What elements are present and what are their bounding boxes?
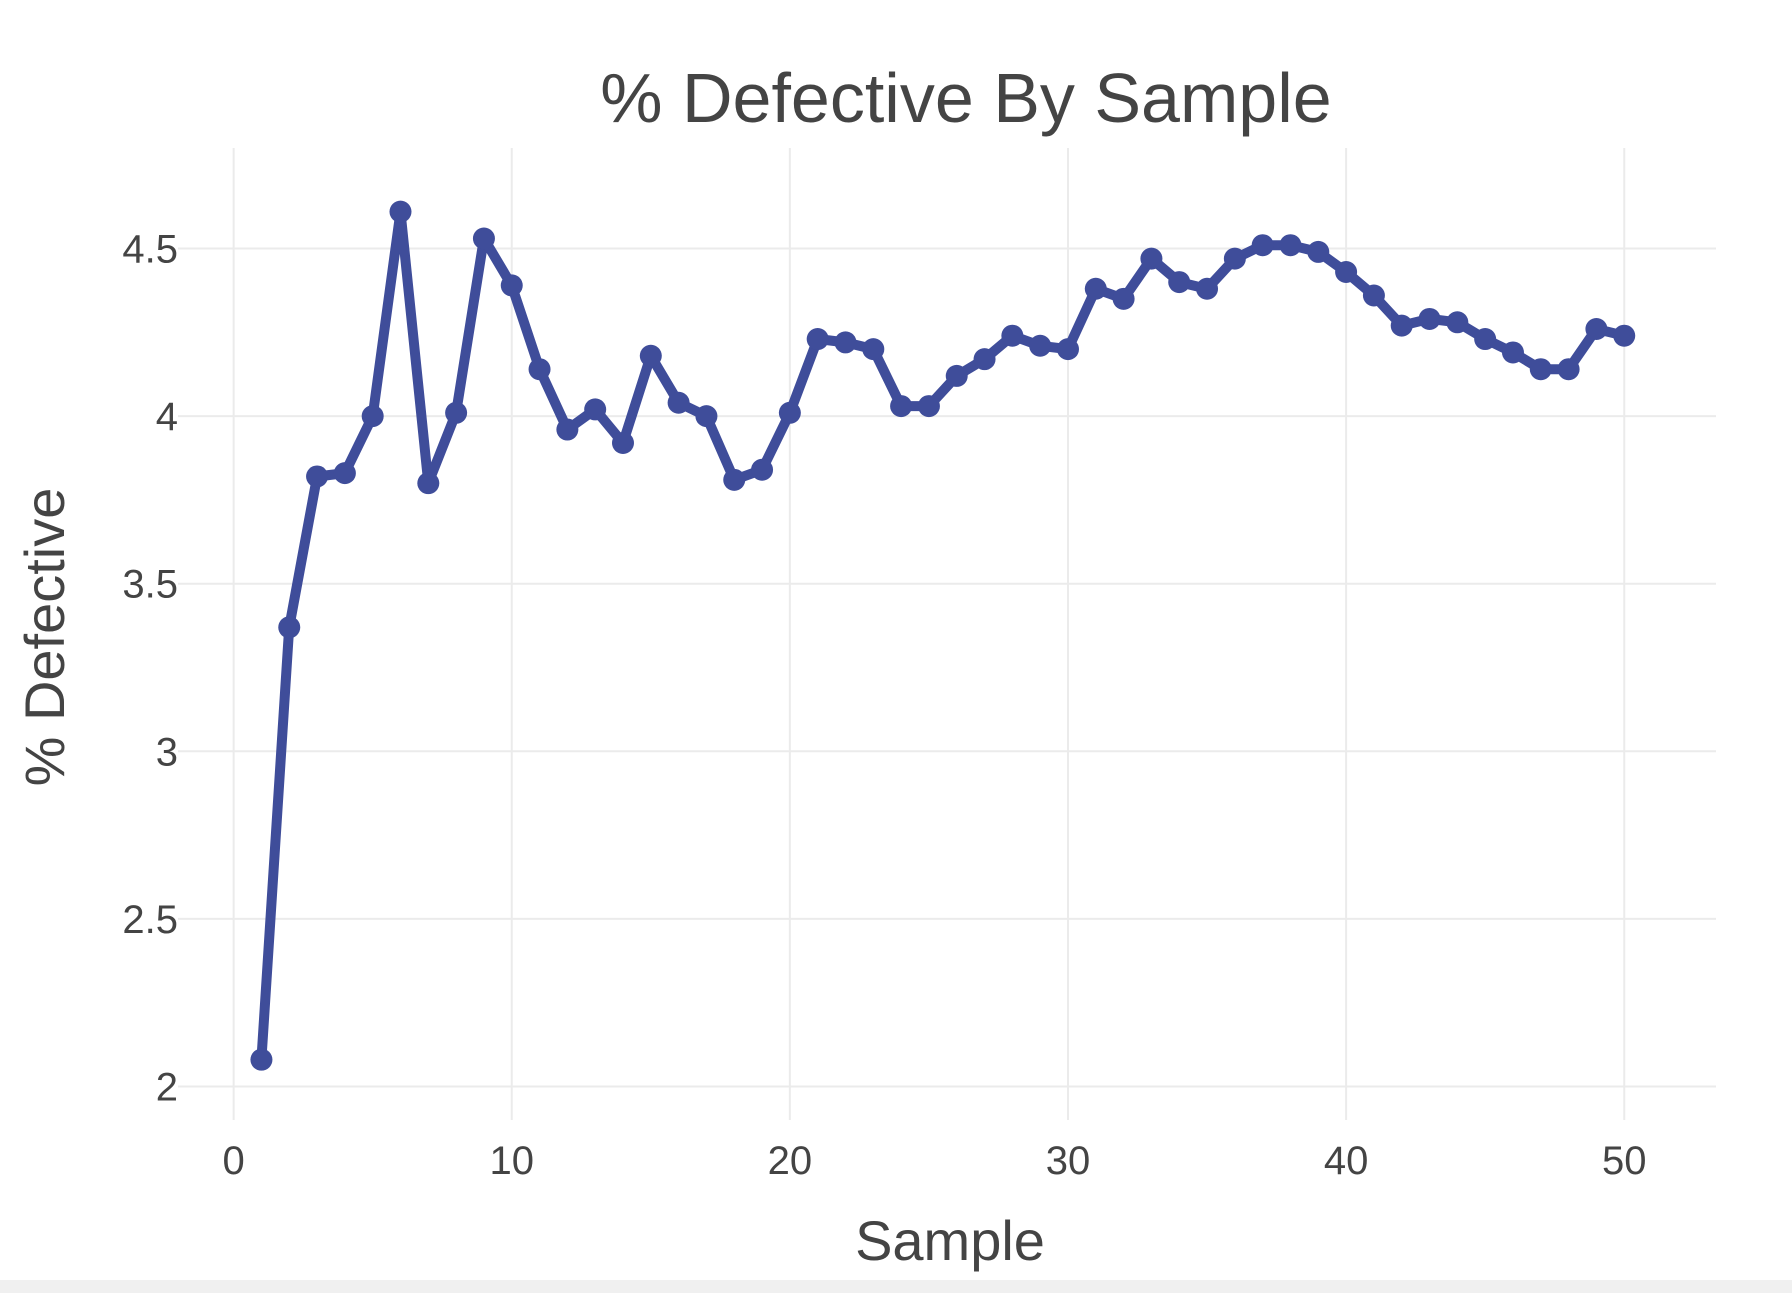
x-axis-title: Sample (855, 1209, 1045, 1272)
x-tick-label: 40 (1324, 1139, 1369, 1183)
data-point (1557, 358, 1580, 381)
data-point (862, 338, 885, 361)
data-point (1390, 314, 1413, 337)
axis-ticks: 0 10 20 30 40 50 2 2.5 3 3.5 4 4.5 (122, 228, 1646, 1183)
chart-title: % Defective By Sample (600, 59, 1331, 137)
data-point (973, 348, 996, 371)
data-point (417, 472, 440, 495)
data-point (556, 418, 579, 441)
data-point (1223, 247, 1246, 270)
data-point (890, 395, 913, 418)
data-point (1001, 324, 1024, 347)
data-point (723, 468, 746, 491)
data-point (1056, 338, 1079, 361)
data-point (1474, 328, 1497, 351)
y-tick-label: 4.5 (122, 228, 178, 272)
data-point (611, 431, 634, 454)
data-point (1112, 287, 1135, 310)
data-point (250, 1048, 273, 1071)
y-tick-label: 3 (156, 730, 178, 774)
data-point (945, 364, 968, 387)
y-tick-label: 2 (156, 1065, 178, 1109)
data-series (250, 200, 1636, 1071)
data-point (1168, 271, 1191, 294)
bottom-strip (0, 1280, 1792, 1293)
data-point (1196, 277, 1219, 300)
data-point (1279, 234, 1302, 257)
x-tick-label: 20 (768, 1139, 813, 1183)
grid-lines (178, 148, 1716, 1120)
data-point (667, 391, 690, 414)
data-point (1529, 358, 1552, 381)
x-tick-label: 10 (489, 1139, 534, 1183)
data-point (389, 200, 412, 223)
data-point (472, 227, 495, 250)
data-point (1335, 261, 1358, 284)
data-point (751, 458, 774, 481)
data-point (639, 344, 662, 367)
series-line (256, 206, 1630, 1065)
data-point (445, 401, 468, 424)
x-tick-label: 30 (1046, 1139, 1091, 1183)
data-point (917, 395, 940, 418)
data-point (834, 331, 857, 354)
data-point (1251, 234, 1274, 257)
data-point (306, 465, 329, 488)
data-point (1446, 311, 1469, 334)
data-point (1613, 324, 1636, 347)
data-point (278, 616, 301, 639)
data-point (361, 405, 384, 428)
y-tick-label: 3.5 (122, 563, 178, 607)
data-point (1307, 240, 1330, 263)
y-tick-label: 2.5 (122, 898, 178, 942)
data-point (1140, 247, 1163, 270)
data-point (778, 401, 801, 424)
data-point (1585, 317, 1608, 340)
data-point (695, 405, 718, 428)
y-tick-label: 4 (156, 395, 178, 439)
data-point (1501, 341, 1524, 364)
data-point (528, 358, 551, 381)
data-point (806, 328, 829, 351)
data-point (333, 462, 356, 485)
data-point (1084, 277, 1107, 300)
x-tick-label: 0 (222, 1139, 244, 1183)
data-point (1418, 307, 1441, 330)
data-point (584, 398, 607, 421)
data-point (500, 274, 523, 297)
data-point (1029, 334, 1052, 357)
data-point (1362, 284, 1385, 307)
y-axis-title: % Defective (13, 488, 76, 787)
x-tick-label: 50 (1602, 1139, 1647, 1183)
